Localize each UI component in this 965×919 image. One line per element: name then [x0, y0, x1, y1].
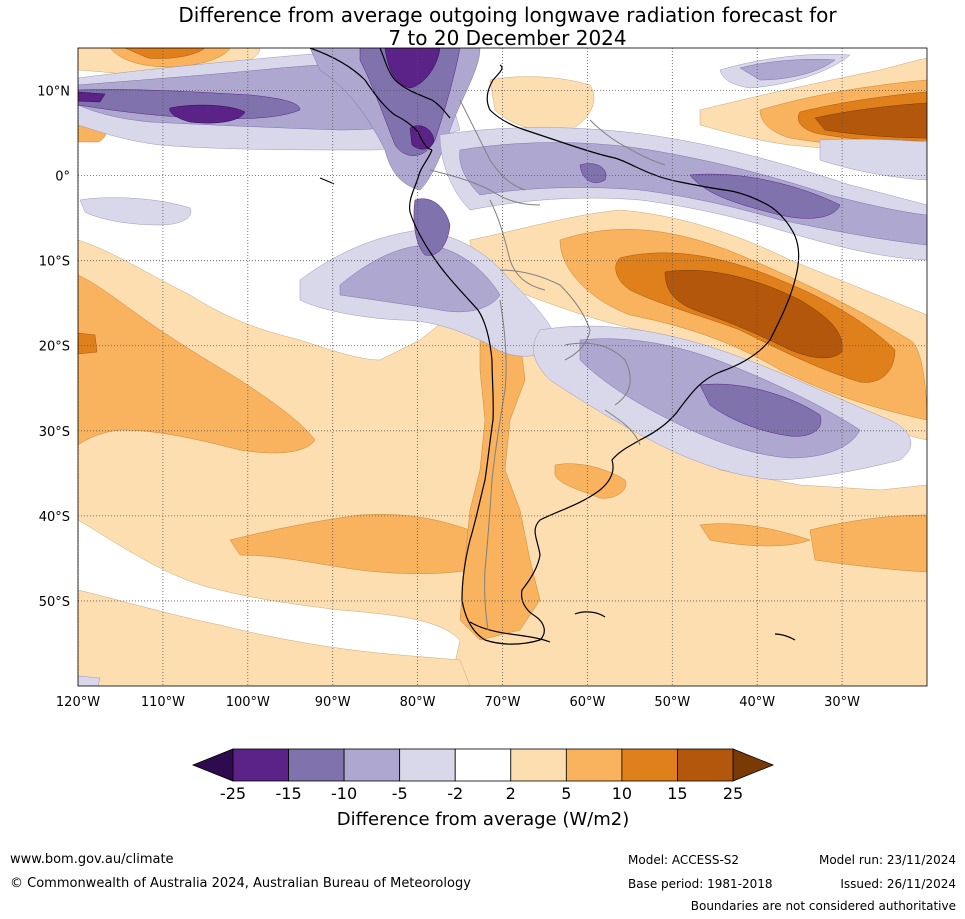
map-title: Difference from average outgoing longwav…	[0, 4, 965, 50]
colorbar-tick-label: -10	[331, 784, 357, 803]
strong-anomaly-pacific-patch	[78, 332, 98, 355]
colorbar-title: Difference from average (W/m2)	[337, 809, 629, 830]
colorbar-segment	[454, 748, 512, 782]
latitude-labels: 10°N 0° 10°S 20°S 30°S 40°S 50°S	[37, 85, 70, 610]
colorbar-tick-label: -2	[447, 784, 463, 803]
negative-anomaly-north-atlantic-medium	[739, 59, 836, 81]
colorbar-segment	[510, 748, 567, 782]
lon-tick-label: 50°W	[654, 695, 690, 710]
lat-tick-label: 10°N	[37, 85, 70, 100]
colorbar-segment	[232, 748, 289, 782]
positive-anomaly-far-east-patch	[809, 514, 927, 573]
border-bolivia	[499, 269, 591, 361]
lon-tick-label: 90°W	[315, 695, 351, 710]
title-line-2: 7 to 20 December 2024	[388, 26, 627, 50]
copyright-text: © Commonwealth of Australia 2024, Austra…	[10, 876, 471, 891]
border-paraguay	[564, 342, 631, 406]
coastline-south-america	[409, 64, 800, 645]
positive-anomaly-southern-lower	[78, 589, 471, 686]
colorbar-tick-label: 2	[506, 784, 516, 803]
negative-anomaly-pacific-itcz-max	[169, 104, 246, 124]
lon-tick-label: 40°W	[739, 695, 775, 710]
colorbar-tick-label: 15	[667, 784, 687, 803]
lon-tick-label: 60°W	[569, 695, 605, 710]
lat-tick-label: 30°S	[39, 425, 70, 440]
colorbar-segment	[288, 748, 345, 782]
lat-tick-label: 0°	[55, 170, 70, 185]
coastline-falklands	[574, 611, 606, 618]
negative-anomaly-southeast-strong	[699, 383, 822, 437]
colorbar-tick-label: 10	[612, 784, 632, 803]
lon-tick-label: 30°W	[824, 695, 860, 710]
colorbar-segment	[621, 748, 678, 782]
colorbar-tick-label: -25	[220, 784, 246, 803]
coastline-caribbean	[379, 48, 451, 119]
model-text: Model: ACCESS-S2	[628, 853, 740, 867]
negative-anomaly-amazon-strong-1	[689, 173, 841, 219]
positive-anomaly-brazil-max	[664, 270, 843, 359]
positive-anomaly-andes-strip	[459, 304, 541, 641]
coastline-central-america	[309, 48, 433, 151]
colorbar-extend-low	[191, 748, 234, 782]
lat-tick-label: 10°S	[39, 255, 70, 270]
border-peru-brazil	[489, 199, 546, 291]
border-colombia-peru	[429, 169, 541, 206]
negative-anomaly-far-east-equatorial	[819, 138, 927, 181]
positive-anomaly-argentina-coast	[554, 463, 627, 499]
lon-tick-label: 110°W	[141, 695, 185, 710]
colorbar-segment	[343, 748, 401, 782]
map-frame	[77, 47, 928, 687]
colorbar: -25 -15 -10 -5 -2 2 5 10 15 25 Difference from av…	[191, 748, 775, 830]
colorbar-extend-high	[732, 748, 775, 782]
positive-anomaly-north-atlantic-max	[814, 102, 927, 139]
colorbar-tick-labels: -25 -15 -10 -5 -2 2 5 10 15 25	[220, 784, 743, 803]
lon-tick-label: 70°W	[485, 695, 521, 710]
lat-tick-label: 20°S	[39, 340, 70, 355]
lon-tick-label: 80°W	[400, 695, 436, 710]
coastlines	[309, 48, 800, 645]
negative-anomaly-pacific-itcz-max-west	[78, 91, 106, 103]
lat-tick-label: 40°S	[39, 510, 70, 525]
positive-anomaly-south-atlantic-band	[699, 523, 811, 547]
colorbar-tick-label: -5	[392, 784, 408, 803]
disclaimer-text: Boundaries are not considered authoritat…	[690, 899, 956, 913]
border-chile-argentina	[484, 299, 507, 631]
model-run-text: Model run: 23/11/2024	[818, 853, 956, 867]
colorbar-tick-label: -15	[275, 784, 301, 803]
colorbar-segment	[677, 748, 734, 782]
negative-anomaly-pacific-itcz-strong	[78, 89, 301, 119]
negative-anomaly-colombia-max	[409, 125, 435, 150]
colorbar-segment	[399, 748, 456, 782]
negative-anomaly-peru-medium	[339, 244, 501, 313]
colorbar-tick-label: 25	[723, 784, 743, 803]
lon-tick-label: 100°W	[226, 695, 270, 710]
negative-anomaly-amazon-strong-2	[579, 163, 607, 183]
longitude-labels: 120°W 110°W 100°W 90°W 80°W 70°W 60°W 50°W 40°W 3…	[56, 695, 860, 710]
negative-anomaly-bottom-left	[78, 675, 101, 686]
colorbar-segments	[191, 748, 775, 782]
colorbar-tick-label: 5	[561, 784, 571, 803]
issued-text: Issued: 26/11/2024	[840, 877, 956, 891]
coastline-south-georgia	[774, 633, 796, 641]
positive-anomaly-east-pacific	[78, 274, 316, 454]
website-link[interactable]: www.bom.gov.au/climate	[10, 852, 174, 867]
coastline-tierra-del-fuego	[469, 621, 551, 643]
negative-anomaly-amazon-medium	[459, 142, 927, 246]
base-period-text: Base period: 1981-2018	[628, 877, 773, 891]
lat-tick-label: 50°S	[39, 595, 70, 610]
border-guianas	[589, 119, 666, 166]
colorbar-segment	[565, 748, 623, 782]
border-colombia-venezuela	[459, 99, 526, 191]
title-line-1: Difference from average outgoing longwav…	[178, 3, 837, 27]
negative-anomaly-central-america-max	[384, 48, 441, 89]
lon-tick-label: 120°W	[56, 695, 100, 710]
country-borders	[429, 99, 666, 631]
border-uruguay	[604, 409, 641, 446]
